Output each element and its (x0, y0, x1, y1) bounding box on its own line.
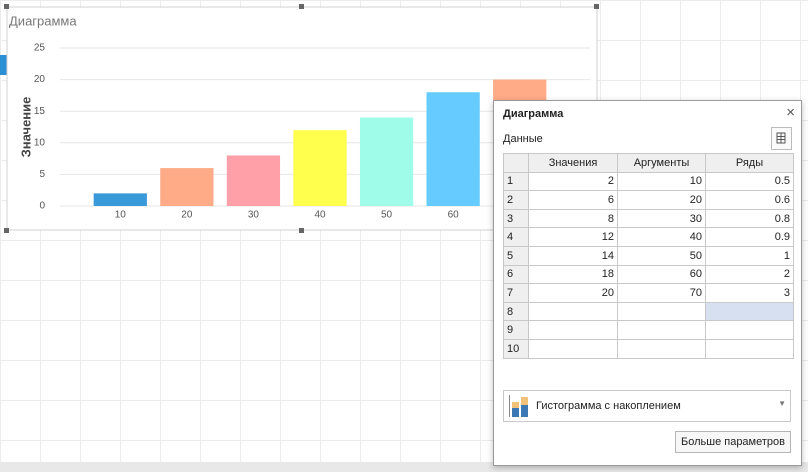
y-tick-label: 15 (34, 106, 46, 117)
table-cell[interactable] (705, 338, 794, 359)
chart-type-icon (509, 395, 528, 417)
y-tick-label: 20 (34, 74, 46, 85)
table-cell[interactable]: 30 (617, 208, 706, 229)
resize-handles[interactable] (4, 4, 599, 233)
corner-cell (503, 153, 529, 173)
table-cell[interactable]: 10 (617, 171, 706, 192)
row-number: 1 (503, 171, 529, 192)
table-cell[interactable]: 3 (705, 283, 794, 303)
status-strip (0, 462, 808, 472)
y-tick-label: 0 (39, 201, 45, 212)
table-cell[interactable] (528, 301, 618, 322)
table-cell[interactable]: 0.6 (705, 190, 794, 210)
chart-dialog: Диаграмма × Данные Значения Аргументы Ряды… (493, 100, 802, 466)
column-header: Ряды (705, 153, 794, 173)
table-row: 2 6 20 0.6 (503, 190, 794, 210)
chart-title: Диаграмма (9, 13, 77, 28)
x-tick-label: 30 (248, 210, 260, 221)
row-number: 7 (503, 283, 529, 303)
bar (293, 130, 347, 206)
table-cell[interactable] (705, 320, 794, 340)
x-tick-label: 60 (448, 210, 460, 221)
table-cell[interactable]: 18 (528, 264, 618, 285)
table-cell[interactable] (705, 301, 794, 322)
section-label: Данные (503, 133, 543, 145)
table-row: 6 18 60 2 (503, 264, 794, 285)
table-cell[interactable]: 1 (705, 245, 794, 266)
table-cell[interactable]: 20 (528, 283, 618, 303)
table-cell[interactable]: 70 (617, 283, 706, 303)
bar (426, 92, 480, 206)
table-cell[interactable]: 2 (705, 264, 794, 285)
column-header: Аргументы (617, 153, 706, 173)
x-tick-label: 10 (115, 210, 127, 221)
table-row: 3 8 30 0.8 (503, 208, 794, 229)
row-number: 9 (503, 320, 529, 340)
table-cell[interactable] (528, 320, 618, 340)
table-cell[interactable]: 40 (617, 227, 706, 247)
table-cell[interactable]: 6 (528, 190, 618, 210)
table-row: 7 20 70 3 (503, 283, 794, 303)
table-icon (776, 132, 786, 144)
row-number: 8 (503, 301, 529, 322)
bar (160, 168, 214, 206)
table-cell[interactable]: 12 (528, 227, 618, 247)
table-cell[interactable]: 20 (617, 190, 706, 210)
table-cell[interactable]: 14 (528, 245, 618, 266)
row-number: 2 (503, 190, 529, 210)
row-number: 3 (503, 208, 529, 229)
row-number: 10 (503, 338, 529, 359)
y-tick-label: 10 (34, 137, 46, 148)
close-button[interactable]: × (786, 104, 795, 121)
y-axis-label: Значение (18, 97, 33, 158)
more-button[interactable]: Больше параметров (675, 431, 791, 453)
y-tick-label: 5 (39, 169, 45, 180)
bar (359, 117, 414, 206)
table-cell[interactable] (617, 301, 706, 322)
table-row: 10 (503, 338, 794, 359)
chart-type-label: Гистограмма с накоплением (536, 400, 681, 412)
table-row: 5 14 50 1 (503, 245, 794, 266)
column-header: Значения (528, 153, 618, 173)
table-cell[interactable] (528, 338, 618, 359)
table-cell[interactable]: 0.5 (705, 171, 794, 192)
x-tick-label: 20 (181, 210, 193, 221)
table-cell[interactable]: 0.8 (705, 208, 794, 229)
table-cell[interactable]: 8 (528, 208, 618, 229)
dialog-title: Диаграмма (503, 108, 564, 120)
x-tick-label: 50 (381, 210, 393, 221)
row-number: 6 (503, 264, 529, 285)
table-cell[interactable]: 60 (617, 264, 706, 285)
table-cell[interactable]: 50 (617, 245, 706, 266)
table-cell[interactable]: 2 (528, 171, 618, 192)
x-tick-label: 40 (314, 210, 326, 221)
side-tab[interactable] (0, 55, 7, 75)
chart-type-select[interactable]: Гистограмма с накоплением ▼ (503, 390, 791, 422)
table-button[interactable] (771, 127, 792, 150)
row-number: 4 (503, 227, 529, 247)
y-tick-label: 25 (34, 43, 46, 54)
bar (226, 155, 281, 206)
table-cell[interactable] (617, 338, 706, 359)
table-row: 4 12 40 0.9 (503, 227, 794, 247)
table-row: 1 2 10 0.5 (503, 171, 794, 192)
table-cell[interactable] (617, 320, 706, 340)
row-number: 5 (503, 245, 529, 266)
bar (93, 193, 147, 206)
table-cell[interactable]: 0.9 (705, 227, 794, 247)
table-row: 8 (503, 301, 794, 322)
table-row: 9 (503, 320, 794, 340)
data-table: Значения Аргументы Ряды 1 2 10 0.5 2 6 20 0.6 3 8 30 0… (503, 153, 794, 359)
dropdown-arrow: ▼ (778, 399, 786, 408)
